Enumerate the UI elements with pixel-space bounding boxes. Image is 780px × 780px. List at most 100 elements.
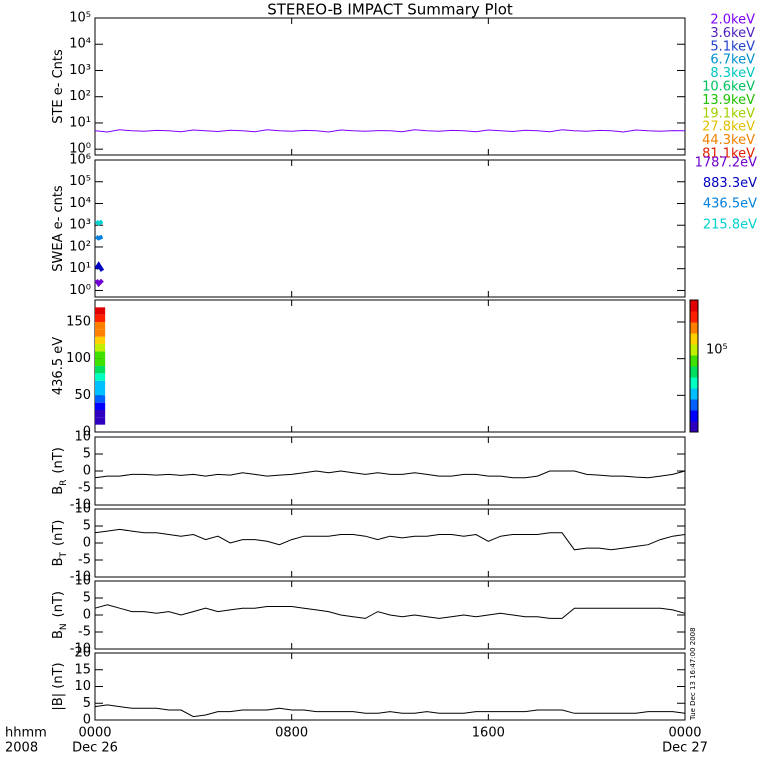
legend-entry: 6.7keV bbox=[710, 53, 755, 68]
y-tick-label: 10⁶ bbox=[69, 153, 91, 168]
y-axis-label: BR (nT) bbox=[51, 447, 69, 495]
y-tick-label: -10 bbox=[70, 570, 91, 585]
y-axis-label-sub: N bbox=[59, 623, 69, 630]
y-axis-label-main: 436.5 eV bbox=[51, 337, 66, 395]
legend-entry: 1787.2eV bbox=[695, 156, 757, 171]
y-axis-label-sub: R bbox=[59, 480, 69, 486]
y-axis-label: SWEA e- cnts bbox=[51, 185, 66, 272]
data-line bbox=[94, 470, 686, 479]
y-tick-label: 15 bbox=[74, 662, 91, 677]
colorbar-swatch bbox=[690, 366, 698, 378]
data-line bbox=[95, 234, 104, 241]
colorbar-swatch bbox=[690, 333, 698, 345]
y-tick-label: 10⁰ bbox=[69, 142, 91, 157]
x-tick-date: Dec 26 bbox=[72, 741, 118, 756]
legend-entry: 44.3keV bbox=[702, 133, 755, 148]
data-line bbox=[94, 219, 104, 226]
chart-title: STEREO-B IMPACT Summary Plot bbox=[267, 1, 513, 19]
colorbar-swatch bbox=[690, 311, 698, 323]
colorbar-swatch bbox=[690, 410, 698, 422]
y-tick-label: 10 bbox=[74, 430, 91, 445]
y-tick-label: -5 bbox=[78, 625, 91, 640]
x-tick-label: 0000 bbox=[78, 726, 111, 741]
y-axis-label: 436.5 eV bbox=[51, 337, 66, 395]
colorbar-frame bbox=[689, 299, 699, 433]
spectrogram-cell bbox=[95, 410, 106, 418]
y-tick-label: 10⁵ bbox=[69, 11, 91, 26]
y-tick-label: -10 bbox=[70, 642, 91, 657]
y-tick-label: 0 bbox=[83, 464, 91, 479]
y-axis-label-main: B bbox=[51, 557, 66, 566]
x-tick-label: 0800 bbox=[275, 726, 308, 741]
spectrogram-cell bbox=[95, 395, 106, 403]
y-tick-label: 20 bbox=[74, 646, 91, 661]
y-axis-label-main: SWEA e- cnts bbox=[51, 185, 66, 272]
spectrogram-cell bbox=[95, 366, 106, 374]
y-tick-label: 5 bbox=[83, 591, 91, 606]
spectrogram-cell bbox=[95, 329, 106, 337]
colorbar-swatch bbox=[690, 300, 698, 312]
data-line bbox=[94, 261, 105, 272]
spectrogram-cell bbox=[95, 351, 106, 359]
y-tick-label: 150 bbox=[66, 315, 91, 330]
y-tick-label: 10 bbox=[74, 502, 91, 517]
spectrogram-cell bbox=[95, 373, 106, 381]
y-tick-label: 100 bbox=[66, 351, 91, 366]
y-tick-label: 10¹ bbox=[69, 115, 91, 130]
data-line bbox=[94, 278, 104, 288]
y-tick-label: 10² bbox=[69, 89, 91, 104]
y-tick-label: 5 bbox=[83, 447, 91, 462]
y-tick-label: 10³ bbox=[69, 63, 91, 78]
y-tick-label: 10⁵ bbox=[69, 174, 91, 189]
timestamp: Tue Dec 13 16:47:00 2008 bbox=[689, 627, 697, 721]
legend-entry: 883.3eV bbox=[703, 176, 757, 191]
y-tick-label: -5 bbox=[78, 553, 91, 568]
x-tick-label: 0000 bbox=[668, 726, 701, 741]
spectrogram-cell bbox=[95, 314, 106, 322]
y-tick-label: 5 bbox=[83, 696, 91, 711]
legend-entry: 2.0keV bbox=[710, 13, 755, 28]
spectrogram-cell bbox=[95, 344, 106, 352]
x-tick-label: 1600 bbox=[472, 726, 505, 741]
legend-entry: 3.6keV bbox=[710, 26, 755, 41]
y-tick-label: 0 bbox=[83, 536, 91, 551]
colorbar-swatch bbox=[690, 388, 698, 400]
y-tick-label: -10 bbox=[70, 498, 91, 513]
y-axis-label-main: STE e- Cnts bbox=[51, 49, 66, 124]
legend-entry: 215.8eV bbox=[703, 217, 757, 232]
spectrogram-cell bbox=[95, 402, 106, 410]
colorbar-swatch bbox=[690, 322, 698, 334]
legend-entry: 81.1keV bbox=[702, 147, 755, 162]
data-line bbox=[94, 129, 686, 133]
colorbar-swatch bbox=[690, 377, 698, 389]
spectrogram-cell bbox=[95, 322, 106, 330]
y-axis-label-main: B bbox=[51, 630, 66, 639]
y-tick-label: 0 bbox=[83, 425, 91, 440]
legend-entry: 5.1keV bbox=[710, 39, 755, 54]
y-axis-label-unit: (nT) bbox=[51, 447, 66, 473]
y-axis-label-main: B bbox=[51, 486, 66, 495]
y-tick-label: 5 bbox=[83, 519, 91, 534]
y-tick-label: 0 bbox=[83, 713, 91, 728]
colorbar-label: 10⁵ bbox=[706, 343, 728, 358]
y-tick-label: 10 bbox=[74, 574, 91, 589]
y-tick-label: -5 bbox=[78, 481, 91, 496]
y-tick-label: 10⁴ bbox=[69, 37, 91, 52]
y-tick-label: 10⁰ bbox=[69, 283, 91, 298]
colorbar-swatch bbox=[690, 355, 698, 367]
y-tick-label: 10² bbox=[69, 239, 91, 254]
legend-entry: 27.8keV bbox=[702, 120, 755, 135]
y-tick-label: 10⁴ bbox=[69, 196, 91, 211]
colorbar-swatch bbox=[690, 344, 698, 356]
y-tick-label: 10 bbox=[74, 679, 91, 694]
corner-label: 2008 bbox=[5, 741, 38, 756]
corner-label: hhmm bbox=[5, 726, 47, 741]
x-tick-date: Dec 27 bbox=[662, 741, 708, 756]
y-axis-label-unit: (nT) bbox=[51, 591, 66, 617]
colorbar-swatch bbox=[690, 421, 698, 433]
y-tick-label: 10¹ bbox=[69, 261, 91, 276]
spectrogram-cell bbox=[95, 358, 106, 366]
y-axis-label: |B| (nT) bbox=[51, 662, 66, 710]
